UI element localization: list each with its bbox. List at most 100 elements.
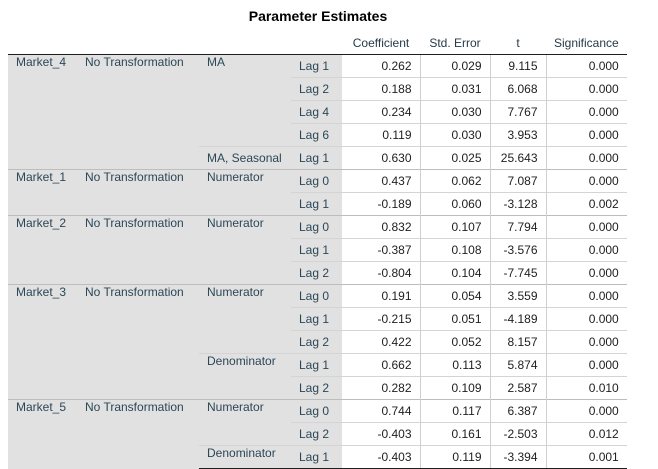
coefficient-cell: 0.630 (342, 146, 420, 170)
t-cell: 7.087 (489, 169, 546, 193)
significance-cell: 0.000 (545, 54, 627, 78)
significance-cell: 0.001 (545, 445, 627, 469)
param-type-label: Numerator (199, 284, 291, 354)
table-row: Lag 1 -0.189 0.060 -3.128 0.002 (8, 192, 627, 216)
table-row: Market_1 No Transformation Numerator Lag… (8, 169, 627, 216)
significance-cell: 0.000 (545, 100, 627, 124)
param-type-label: Numerator (199, 215, 291, 285)
coefficient-cell: 0.262 (381, 59, 412, 73)
std-error-cell: 0.029 (419, 54, 490, 78)
table-row: Lag 6 0.119 0.030 3.953 0.000 (8, 123, 627, 147)
t-cell: 25.643 (489, 146, 546, 170)
std-error-cell: 0.031 (419, 77, 490, 101)
transformation-label: No Transformation (77, 399, 199, 469)
significance-cell: 0.000 (545, 123, 627, 147)
significance-cell: 0.000 (545, 353, 627, 377)
t-cell: -3.394 (489, 445, 546, 469)
coefficient-cell: 0.437 (342, 169, 420, 193)
table-row: Market_5 No Transformation Numerator Lag… (8, 399, 627, 469)
t-cell: 2.587 (489, 376, 546, 400)
significance-cell: 0.012 (545, 422, 627, 446)
param-type-label: Denominator (199, 445, 291, 469)
t-cell: 3.559 (489, 284, 546, 308)
table-row: Market_3 No Transformation Numerator Lag… (8, 284, 627, 400)
lag-label: Lag 1 (291, 307, 342, 331)
market-label: Market_4 (8, 54, 77, 170)
table-row: Lag 4 0.234 0.030 7.767 0.000 (8, 100, 627, 124)
transformation-label: No Transformation (77, 215, 199, 285)
table-title: Parameter Estimates (248, 8, 388, 24)
table-row: Lag 2 0.188 0.031 6.068 0.000 (8, 77, 627, 101)
coefficient-cell: -0.403 (342, 422, 420, 446)
coefficient-cell: -0.403 (342, 445, 420, 469)
lag-label: Lag 1 (291, 54, 342, 78)
coefficient-cell: -0.804 (342, 261, 420, 285)
std-error-cell: 0.109 (419, 376, 490, 400)
lag-label: Lag 1 (291, 353, 342, 377)
header-row: Coefficient Std. Error t Significance (8, 32, 627, 55)
std-error-cell: 0.107 (419, 215, 490, 239)
col-header-significance: Significance (546, 32, 627, 55)
coefficient-cell: 0.662 (342, 353, 420, 377)
significance-cell: 0.000 (545, 284, 627, 308)
table-row: Lag 2 0.282 0.109 2.587 0.010 (8, 376, 627, 400)
table-row: Denominator Lag 1 0.662 0.113 5.874 0.00… (8, 353, 627, 400)
std-error-cell: 0.117 (419, 399, 490, 423)
coefficient-cell: 0.119 (342, 123, 420, 147)
lag-label: Lag 2 (291, 330, 342, 354)
table-row: MA, Seasonal Lag 1 0.630 0.025 25.643 0.… (8, 146, 627, 170)
std-error-cell: 0.030 (419, 123, 490, 147)
table-row: Market_4 No Transformation MA Lag 1 0.26… (8, 54, 627, 170)
std-error-cell: 0.051 (419, 307, 490, 331)
std-error-cell: 0.119 (419, 445, 490, 469)
t-cell: 6.068 (489, 77, 546, 101)
significance-cell: 0.000 (545, 146, 627, 170)
t-cell: -2.503 (489, 422, 546, 446)
table-row: Lag 1 -0.215 0.051 -4.189 0.000 (8, 307, 627, 331)
market-label: Market_5 (8, 399, 77, 469)
table-row: Lag 1 -0.387 0.108 -3.576 0.000 (8, 238, 627, 262)
significance-cell: 0.000 (545, 215, 627, 239)
std-error-cell: 0.161 (419, 422, 490, 446)
significance-cell: 0.002 (545, 192, 627, 216)
significance-cell: 0.000 (545, 238, 627, 262)
param-type-label: MA, Seasonal (199, 146, 291, 170)
transformation-label: No Transformation (77, 169, 199, 216)
std-error-cell: 0.030 (419, 100, 490, 124)
param-type-label: Denominator (199, 353, 291, 400)
param-type-label: Numerator (199, 399, 291, 446)
lag-label: Lag 0 (291, 215, 342, 239)
t-cell: 9.115 (489, 54, 546, 78)
lag-label: Lag 1 (291, 238, 342, 262)
lag-label: Lag 2 (291, 422, 342, 446)
significance-cell: 0.010 (545, 376, 627, 400)
coefficient-cell: 0.282 (342, 376, 420, 400)
t-cell: 3.953 (489, 123, 546, 147)
lag-label: Lag 2 (291, 376, 342, 400)
market-label: Market_2 (8, 215, 77, 285)
std-error-cell: 0.104 (419, 261, 490, 285)
significance-cell: 0.000 (545, 169, 627, 193)
t-cell: 6.387 (489, 399, 546, 423)
param-type-label: Numerator (199, 169, 291, 216)
t-cell: -7.745 (489, 261, 546, 285)
std-error-cell: 0.054 (419, 284, 490, 308)
lag-label: Lag 0 (291, 169, 342, 193)
col-header-coefficient: Coefficient (342, 32, 420, 55)
t-cell: -3.576 (489, 238, 546, 262)
coefficient-cell: -0.387 (342, 238, 420, 262)
table-row: Lag 2 0.422 0.052 8.157 0.000 (8, 330, 627, 354)
col-header-t: t (490, 32, 546, 55)
lag-label: Lag 1 (291, 445, 342, 469)
coefficient-cell: 0.188 (342, 77, 420, 101)
transformation-label: No Transformation (77, 284, 199, 400)
market-label: Market_1 (8, 169, 77, 216)
std-error-cell: 0.062 (419, 169, 490, 193)
lag-label: Lag 0 (291, 399, 342, 423)
std-error-cell: 0.052 (419, 330, 490, 354)
lag-label: Lag 2 (291, 77, 342, 101)
lag-label: Lag 6 (291, 123, 342, 147)
coefficient-cell: 0.191 (342, 284, 420, 308)
param-type-label: MA (199, 54, 291, 147)
table-row: Market_2 No Transformation Numerator Lag… (8, 215, 627, 285)
